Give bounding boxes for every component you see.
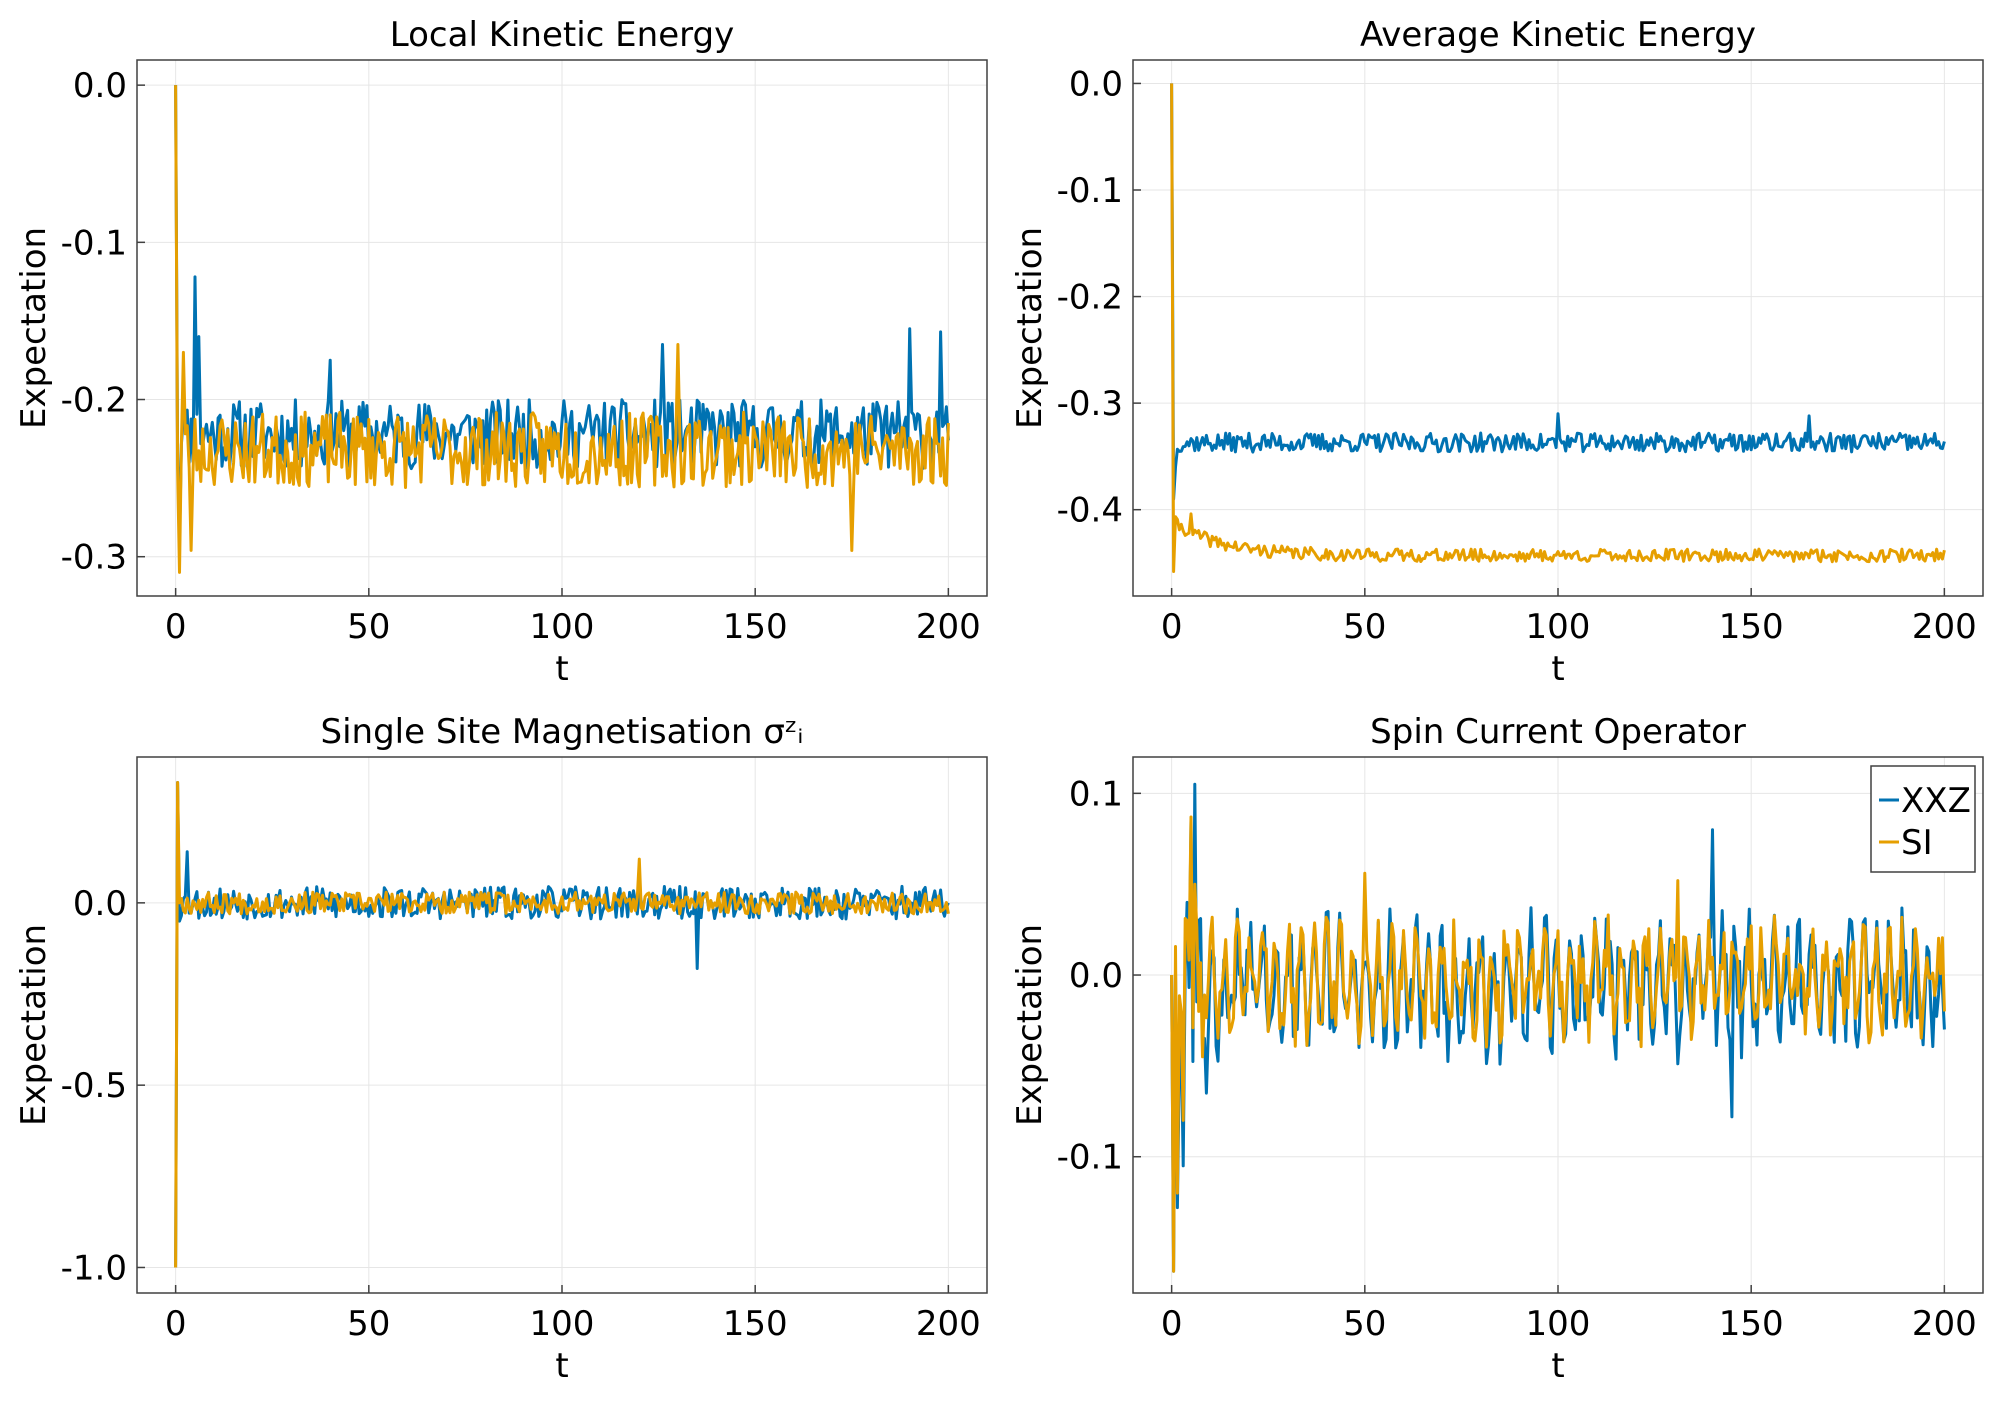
x-axis-label: t	[1551, 1346, 1564, 1386]
y-tick-label: -0.5	[61, 1066, 127, 1106]
series-line-si	[1170, 815, 1946, 1273]
legend-label-xxz: XXZ	[1901, 781, 1971, 821]
x-tick-label: 150	[723, 1304, 788, 1344]
grid	[1133, 60, 1983, 596]
y-tick-label: 0.0	[1069, 64, 1123, 104]
x-tick-label: 0	[1161, 1304, 1183, 1344]
x-tick-label: 0	[1161, 607, 1183, 647]
x-tick-label: 0	[165, 607, 187, 647]
x-axis-label: t	[555, 649, 568, 689]
grid	[137, 757, 987, 1293]
panel-local-kinetic-energy: 0 50 100 150 200 0.0 -0.1 -0.2 -0.3 Local Kinetic…	[14, 15, 988, 689]
y-axis-label: Expectation	[14, 227, 54, 429]
y-axis-label: Expectation	[1010, 227, 1050, 429]
x-tick-label: 0	[165, 1304, 187, 1344]
y-tick-label: -0.2	[1057, 278, 1123, 318]
series-line-xxz	[1170, 83, 1946, 501]
y-tick-label: -1.0	[61, 1248, 127, 1288]
panel-single-site-magnetisation: 0 50 100 150 200 0.0 -0.5 -1.0 Single Site Magne…	[14, 712, 988, 1386]
x-tick-label: 150	[1719, 1304, 1784, 1344]
y-tick-label: -0.1	[61, 223, 127, 263]
x-tick-label: 200	[916, 1304, 981, 1344]
x-tick-label: 50	[347, 1304, 390, 1344]
x-axis-label: t	[555, 1346, 568, 1386]
panel-title: Local Kinetic Energy	[390, 15, 734, 55]
y-tick-label: -0.1	[1057, 1138, 1123, 1178]
y-tick-label: -0.3	[1057, 384, 1123, 424]
x-tick-label: 100	[1526, 1304, 1591, 1344]
x-tick-label: 200	[1912, 1304, 1977, 1344]
x-tick-label: 50	[1343, 1304, 1386, 1344]
x-tick-label: 150	[723, 607, 788, 647]
legend-label-si: SI	[1901, 823, 1933, 863]
x-tick-label: 100	[530, 607, 595, 647]
y-tick-label: 0.0	[73, 884, 127, 924]
y-tick-label: 0.0	[73, 66, 127, 106]
panel-average-kinetic-energy: 0 50 100 150 200 0.0 -0.1 -0.2 -0.3 -0.4 Average K…	[1010, 15, 1984, 689]
y-tick-label: -0.1	[1057, 171, 1123, 211]
x-tick-label: 200	[916, 607, 981, 647]
x-tick-label: 100	[530, 1304, 595, 1344]
y-tick-label: -0.4	[1057, 491, 1123, 531]
y-tick-label: -0.2	[61, 381, 127, 421]
panel-title: Average Kinetic Energy	[1360, 15, 1756, 55]
series-line-si	[1170, 83, 1946, 573]
x-tick-label: 50	[347, 607, 390, 647]
panel-title: Spin Current Operator	[1370, 712, 1746, 752]
grid	[137, 60, 987, 596]
series-line-si	[174, 85, 950, 574]
y-axis-label: Expectation	[14, 924, 54, 1126]
y-tick-label: 0.1	[1069, 774, 1123, 814]
x-axis-label: t	[1551, 649, 1564, 689]
x-tick-label: 150	[1719, 607, 1784, 647]
panel-title: Single Site Magnetisation σᶻᵢ	[321, 712, 804, 752]
y-tick-label: 0.0	[1069, 956, 1123, 996]
panel-spin-current-operator: 0 50 100 150 200 0.1 0.0 -0.1 Spin Current Opera…	[1010, 712, 1984, 1386]
y-axis-label: Expectation	[1010, 924, 1050, 1126]
x-tick-label: 200	[1912, 607, 1977, 647]
y-tick-label: -0.3	[61, 538, 127, 578]
x-tick-label: 100	[1526, 607, 1591, 647]
x-tick-label: 50	[1343, 607, 1386, 647]
series-line-si	[174, 781, 950, 1268]
